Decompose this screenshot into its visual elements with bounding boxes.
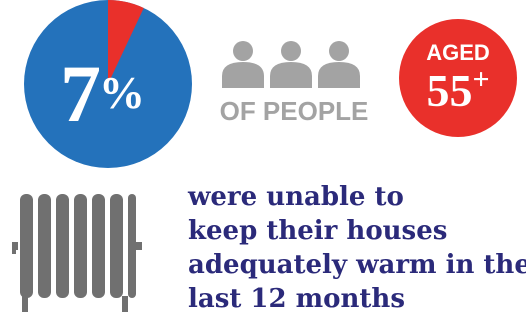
age-number: 55 — [426, 65, 473, 116]
pie-highlight-slice — [108, 0, 144, 84]
age-badge: AGED 55+ — [399, 19, 517, 137]
radiator-icon — [12, 194, 142, 312]
age-label: AGED — [426, 40, 490, 65]
percentage-value: 7% — [60, 53, 180, 135]
statement-line: last 12 months — [188, 284, 405, 314]
percentage-number: 7 — [60, 48, 101, 139]
people-icon — [222, 41, 360, 88]
statement-line: were unable to — [188, 182, 404, 212]
age-value: 55+ — [399, 65, 517, 116]
statement-line: keep their houses — [188, 216, 448, 246]
percentage-symbol: % — [99, 67, 145, 118]
statement-text: were unable to keep their houses adequat… — [188, 180, 526, 316]
age-plus-sign: + — [472, 63, 490, 96]
statement-line: adequately warm in the — [188, 250, 526, 280]
percentage-pie-chart — [24, 0, 192, 168]
people-label: OF PEOPLE — [219, 96, 369, 126]
